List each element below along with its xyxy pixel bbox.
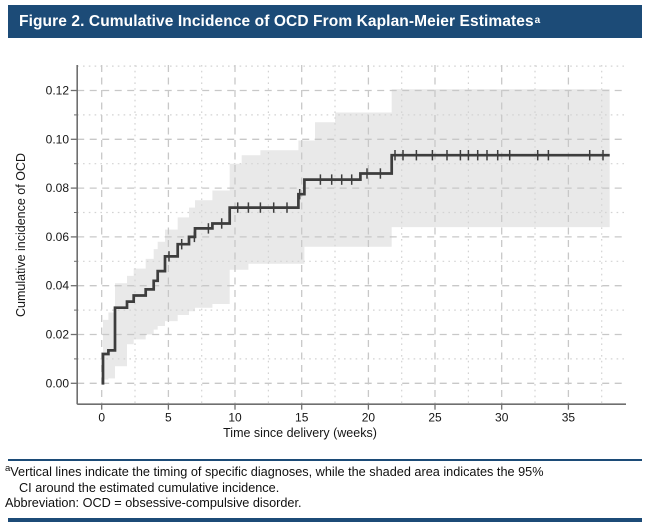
figure-title-bar: Figure 2. Cumulative Incidence of OCD Fr…: [8, 5, 642, 38]
footnote-line-1: aVertical lines indicate the timing of s…: [5, 462, 544, 479]
km-curve: [101, 153, 610, 385]
y-tick-label: 0.02: [46, 328, 70, 342]
abbreviation-note: Abbreviation: OCD = obsessive-compulsive…: [5, 496, 302, 511]
gridlines: [77, 65, 626, 405]
axes: [70, 65, 626, 410]
x-tick-label: 20: [362, 411, 376, 425]
footnote-marker: a: [5, 462, 11, 474]
axis-tick-labels: 0 5 10 15 20 25 30 35 0.00 0.02 0.04 0.06 0.08 0.10 0.…: [46, 84, 576, 425]
y-tick-label: 0.06: [46, 230, 70, 244]
x-tick-label: 35: [562, 411, 576, 425]
x-tick-label: 0: [98, 411, 105, 425]
y-tick-label: 0.10: [46, 132, 70, 146]
footnote-divider-rule: [8, 459, 642, 461]
y-tick-label: 0.00: [46, 376, 70, 390]
diagnosis-marks: [168, 150, 604, 262]
footnotes: aVertical lines indicate the timing of s…: [5, 462, 645, 512]
confidence-band: [103, 89, 610, 380]
x-tick-label: 5: [165, 411, 172, 425]
y-tick-label: 0.12: [46, 84, 70, 98]
km-chart: 0 5 10 15 20 25 30 35 0.00 0.02 0.04 0.06 0.08 0.10 0.…: [46, 65, 626, 425]
x-tick-label: 15: [295, 411, 309, 425]
figure-title: Figure 2. Cumulative Incidence of OCD Fr…: [19, 12, 534, 30]
x-axis-title: Time since delivery (weeks): [223, 426, 377, 440]
x-tick-label: 10: [228, 411, 242, 425]
y-tick-label: 0.08: [46, 181, 70, 195]
y-tick-label: 0.04: [46, 279, 70, 293]
y-axis-title: Cumulative incidence of OCD: [14, 153, 28, 317]
bottom-rule: [8, 518, 642, 522]
x-tick-label: 30: [495, 411, 509, 425]
x-tick-label: 25: [428, 411, 442, 425]
footnote-line-2: CI around the estimated cumulative incid…: [19, 480, 280, 495]
